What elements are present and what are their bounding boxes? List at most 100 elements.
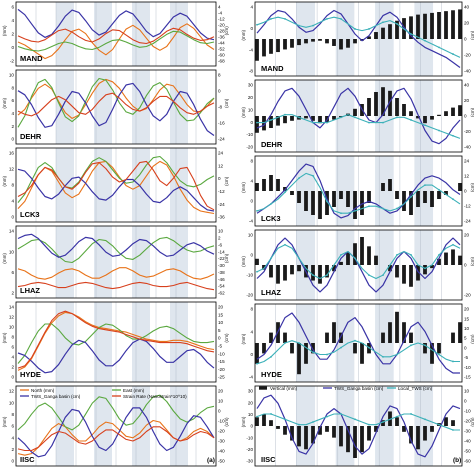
bar-vertical (451, 107, 455, 116)
bar-vertical (339, 332, 343, 343)
tick-label-right: 15 (218, 312, 224, 317)
tick-label-left: 12 (9, 389, 15, 394)
series-east (17, 155, 215, 203)
bar-vertical (332, 265, 336, 272)
legend-label: Local_TWS (cm) (398, 386, 433, 391)
tick-label-left: 2 (11, 365, 14, 370)
series-tws-basin (17, 82, 215, 136)
shaded-band (56, 148, 74, 222)
shaded-band (335, 386, 355, 466)
series-north (17, 78, 215, 119)
tick-label-right: -52 (218, 47, 225, 52)
bar-vertical (276, 39, 280, 53)
bar-vertical (332, 191, 336, 207)
shaded-band (132, 302, 150, 382)
station-label: MAND (261, 64, 284, 73)
point-local-tws (452, 198, 454, 201)
tick-label-right: -10 (464, 365, 471, 370)
tick-label-right: -15 (218, 359, 225, 364)
unit-right: (cm) (470, 30, 474, 40)
tick-label-left: 6 (11, 424, 14, 429)
bar-vertical (276, 179, 280, 191)
series-tws-basin (17, 338, 215, 374)
station-label: MAND (20, 54, 43, 63)
bar-vertical (367, 98, 371, 116)
bar-vertical (318, 191, 322, 219)
tick-label-left: -10 (246, 273, 253, 278)
series-local-tws (256, 244, 461, 280)
point-local-tws (410, 119, 412, 121)
point-local-tws (312, 421, 314, 423)
tick-label-left: 0 (250, 253, 253, 258)
station-label: LCK3 (261, 214, 281, 223)
point-local-tws (368, 274, 370, 276)
subplot-frame (15, 147, 217, 223)
bar-vertical (430, 343, 434, 364)
bar-vertical (325, 332, 329, 343)
shaded-band (56, 70, 74, 144)
shaded-band (170, 148, 188, 222)
point-local-tws (298, 116, 300, 119)
tick-label-right: 12 (464, 174, 470, 179)
point-local-tws (326, 18, 328, 20)
tick-label-right: 4 (218, 5, 221, 10)
bar-vertical (311, 343, 315, 354)
bar-vertical (339, 39, 343, 50)
tick-label-left: -20 (246, 293, 253, 298)
point-local-tws (382, 207, 384, 210)
point-local-tws (326, 200, 328, 203)
point-local-tws (354, 257, 356, 260)
tick-label-left: 2 (11, 124, 14, 129)
point-local-tws (326, 353, 328, 356)
unit-right: (cm) (224, 176, 229, 186)
bar-vertical (304, 191, 308, 211)
tick-label-right: -8 (218, 105, 223, 110)
bar-vertical (290, 343, 294, 354)
bar-vertical (395, 265, 399, 278)
tick-label-left: 10 (9, 73, 15, 78)
bar-vertical (458, 9, 462, 39)
tick-label-right: 5 (464, 336, 467, 341)
subplot-frame (254, 79, 463, 153)
subplot-dehr: 10 8 6 4 2 0 8 0 -8 -16 -24 (mm) (cm) DEHR (2, 69, 229, 145)
tick-label-right: -10 (218, 351, 225, 356)
shaded-band (335, 2, 355, 76)
tick-label-left: 8 (11, 183, 14, 188)
tick-label-left: -10 (246, 435, 253, 440)
tick-label-right: -16 (218, 121, 225, 126)
tick-label-right: -14 (218, 249, 225, 254)
unit-right: (cm) (224, 26, 229, 36)
tick-label-right: -40 (464, 69, 471, 74)
point-local-tws (270, 18, 272, 20)
bar-vertical (437, 258, 441, 265)
subplot-frame (254, 229, 463, 301)
point-local-tws (270, 202, 272, 205)
tick-label-left: 0 (11, 215, 14, 220)
bar-vertical (409, 191, 413, 215)
bar-vertical (416, 265, 420, 281)
bar-vertical (304, 39, 308, 44)
bar-vertical (430, 265, 434, 269)
bar-vertical (325, 39, 329, 44)
tick-label-left: 2 (11, 32, 14, 37)
point-local-tws (410, 254, 412, 256)
bar-vertical (416, 426, 420, 450)
bar-vertical (290, 191, 294, 195)
bar-vertical (339, 261, 343, 265)
tick-label-left: 2 (11, 447, 14, 452)
point-local-tws (424, 344, 426, 347)
point-local-tws (340, 346, 342, 349)
subplot-frame (15, 301, 217, 383)
bar-vertical (339, 191, 343, 199)
station-label: LHAZ (20, 286, 40, 295)
shaded-band (170, 2, 188, 66)
bar-vertical (269, 420, 273, 426)
tick-label-left: -8 (249, 69, 254, 74)
bar-vertical (395, 98, 399, 116)
series-east (17, 77, 215, 128)
bar-vertical (311, 265, 315, 281)
bar-vertical (297, 39, 301, 46)
tick-label-left: 4 (11, 18, 14, 23)
